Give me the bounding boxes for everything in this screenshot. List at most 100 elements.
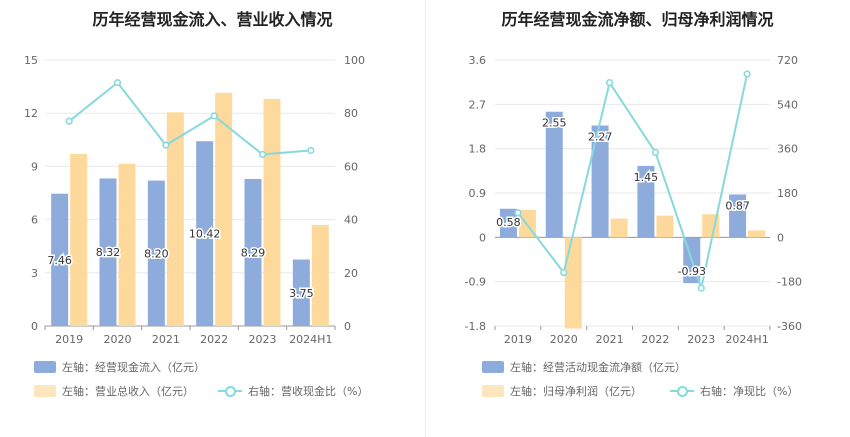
legend-label: 左轴：经营活动现金流净额（亿元） bbox=[510, 361, 686, 374]
y-right-tick-label: 60 bbox=[344, 160, 358, 173]
panel-divider bbox=[425, 0, 426, 437]
line-point bbox=[307, 146, 315, 155]
bar-secondary bbox=[70, 153, 88, 326]
chart-panel-net-cash: 历年经营现金流净额、归母净利润情况 -1.8 -0.9 0 0.9 1.8 2.7 3.6 -… bbox=[425, 0, 850, 437]
line-point bbox=[560, 268, 568, 277]
y-left-tick-label: 0.9 bbox=[469, 187, 487, 200]
x-tick-label: 2023 bbox=[249, 333, 277, 346]
x-tick-label: 2023 bbox=[687, 333, 715, 346]
bar-secondary bbox=[118, 163, 136, 326]
bar-primary bbox=[545, 111, 563, 238]
legend-label: 右轴：净现比（%） bbox=[700, 385, 799, 398]
chart-svg: 0 3 6 9 12 15 0 20 40 60 80 100 2019 2020 2021 2022 2023… bbox=[24, 54, 365, 346]
y-right-tick-label: 100 bbox=[344, 54, 365, 67]
line-series bbox=[517, 73, 749, 292]
x-tick-label: 2021 bbox=[152, 333, 180, 346]
data-label: 8.20 bbox=[144, 247, 169, 260]
data-label: 10.42 bbox=[189, 228, 221, 241]
data-label: 8.32 bbox=[96, 246, 121, 259]
line-point bbox=[65, 117, 73, 125]
data-label: 2.27 bbox=[588, 131, 613, 144]
bar-primary bbox=[292, 259, 310, 326]
line-point bbox=[605, 79, 614, 87]
legend-label: 左轴：经营现金流入（亿元） bbox=[62, 361, 205, 374]
line-point bbox=[651, 148, 660, 156]
legend-item-net-profit[interactable]: 左轴：归母净利润（亿元） bbox=[482, 383, 642, 399]
legend-label: 右轴：营收现金比（%） bbox=[248, 385, 369, 398]
chart-title: 历年经营现金流入、营业收入情况 bbox=[92, 10, 333, 29]
legend-item-ratio[interactable]: 右轴：营收现金比（%） bbox=[218, 383, 368, 399]
data-label: -0.93 bbox=[678, 265, 706, 278]
legend-swatch bbox=[34, 361, 56, 373]
bar-secondary bbox=[166, 112, 184, 327]
bar-primary bbox=[591, 125, 609, 238]
legend-swatch bbox=[34, 385, 56, 397]
x-tick-label: 2024H1 bbox=[725, 333, 768, 346]
y-left-tick-label: 15 bbox=[24, 54, 38, 67]
bar-primary bbox=[499, 208, 517, 238]
y-left-tick-label: 3.6 bbox=[469, 54, 487, 67]
y-left-tick-label: -0.9 bbox=[465, 276, 486, 289]
data-label: 2.55 bbox=[542, 117, 567, 130]
bar-primary bbox=[637, 165, 655, 238]
y-left-tick-label: 9 bbox=[31, 160, 38, 173]
y-left-tick-label: 12 bbox=[24, 107, 38, 120]
bar-secondary bbox=[656, 215, 674, 238]
line-point bbox=[210, 112, 218, 120]
y-left-tick-label: 0 bbox=[31, 320, 38, 333]
bar-primary bbox=[51, 193, 69, 326]
y-left-tick-label: 2.7 bbox=[469, 98, 487, 111]
y-left-tick-label: 3 bbox=[31, 267, 38, 280]
data-label: 7.46 bbox=[47, 254, 72, 267]
x-tick-label: 2021 bbox=[596, 333, 624, 346]
x-tick-label: 2019 bbox=[504, 333, 532, 346]
line-point bbox=[697, 284, 705, 292]
line-point bbox=[258, 150, 267, 159]
x-tick-label: 2022 bbox=[200, 333, 228, 346]
x-tick-label: 2020 bbox=[550, 333, 578, 346]
bar-secondary bbox=[215, 92, 233, 326]
y-right-tick-label: 40 bbox=[344, 214, 358, 227]
bar-primary bbox=[244, 178, 262, 326]
bar-primary bbox=[147, 180, 165, 326]
data-label: 3.75 bbox=[289, 287, 314, 300]
x-tick-label: 2020 bbox=[104, 333, 132, 346]
y-right-tick-label: -360 bbox=[777, 320, 802, 333]
y-left-tick-label: -1.8 bbox=[465, 320, 486, 333]
bar-secondary bbox=[748, 230, 766, 238]
data-label: 0.87 bbox=[725, 199, 750, 212]
legend-label: 左轴：归母净利润（亿元） bbox=[510, 385, 642, 398]
line-point bbox=[514, 209, 522, 217]
line-series bbox=[68, 81, 311, 156]
legend-item-cash-inflow[interactable]: 左轴：经营现金流入（亿元） bbox=[34, 359, 205, 375]
chart-svg: -1.8 -0.9 0 0.9 1.8 2.7 3.6 -360 -180 0 180 360 540 7… bbox=[465, 54, 802, 346]
chart-title: 历年经营现金流净额、归母净利润情况 bbox=[501, 10, 774, 29]
data-label: 8.29 bbox=[241, 246, 266, 259]
y-right-tick-label: 0 bbox=[777, 231, 784, 244]
bar-secondary bbox=[311, 224, 329, 326]
legend-swatch bbox=[482, 385, 504, 397]
x-tick-label: 2022 bbox=[641, 333, 669, 346]
y-left-tick-label: 0 bbox=[479, 231, 486, 244]
legend-item-net-cash-ratio[interactable]: 右轴：净现比（%） bbox=[670, 383, 798, 399]
y-right-tick-label: -180 bbox=[777, 276, 802, 289]
bar-primary bbox=[729, 194, 747, 238]
bar-secondary bbox=[263, 99, 281, 326]
data-label: 0.58 bbox=[496, 216, 521, 229]
legend-item-revenue[interactable]: 左轴：营业总收入（亿元） bbox=[34, 383, 194, 399]
chart-panel-cash-inflow: 历年经营现金流入、营业收入情况 0 3 6 9 12 15 0 20 40 60 80 100 2019… bbox=[24, 10, 368, 399]
legend-line-icon bbox=[218, 385, 242, 397]
line-point bbox=[113, 79, 122, 87]
bar-secondary bbox=[610, 218, 628, 238]
x-tick-label: 2019 bbox=[55, 333, 83, 346]
line-point bbox=[162, 141, 170, 149]
y-left-tick-label: 1.8 bbox=[469, 143, 487, 156]
data-label: 1.45 bbox=[634, 171, 659, 184]
legend-item-net-cash[interactable]: 左轴：经营活动现金流净额（亿元） bbox=[482, 359, 686, 375]
legend-label: 左轴：营业总收入（亿元） bbox=[62, 385, 194, 398]
y-right-tick-label: 20 bbox=[344, 267, 358, 280]
legend-line-icon bbox=[670, 385, 694, 397]
x-tick-label: 2024H1 bbox=[289, 333, 332, 346]
bar-primary bbox=[196, 141, 214, 326]
line-point bbox=[743, 70, 751, 78]
